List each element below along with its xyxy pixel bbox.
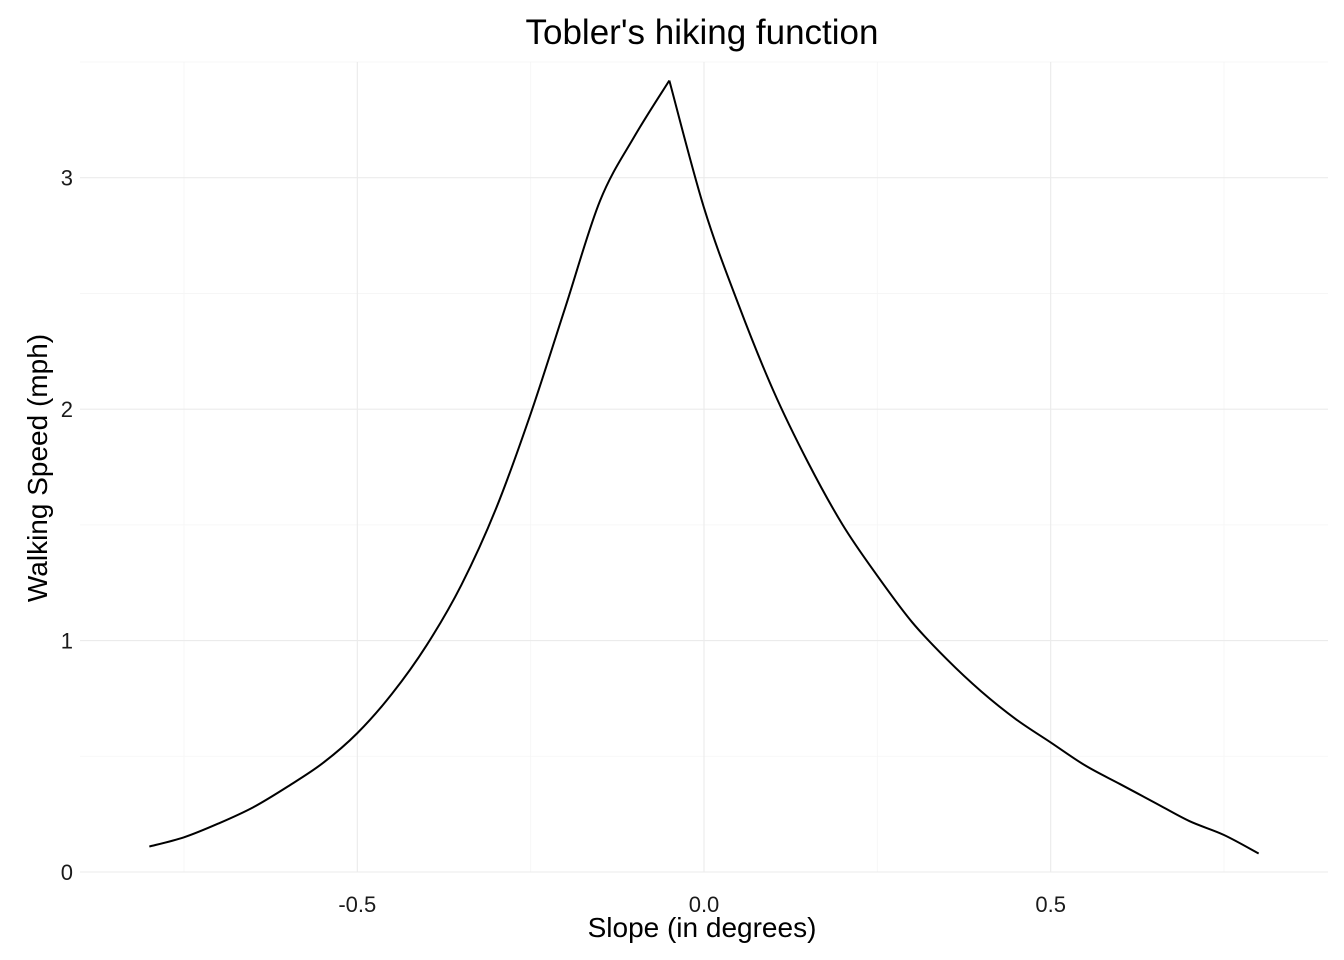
tick-labels: -0.5 0.0 0.5 0 1 2 3 — [61, 166, 1066, 917]
series-layer — [149, 79, 1260, 855]
y-tick-label: 3 — [61, 166, 73, 191]
x-tick-label: 0.5 — [1035, 892, 1066, 917]
y-axis-title: Walking Speed (mph) — [22, 334, 53, 602]
series-line-falling — [668, 80, 1260, 855]
x-tick-label: -0.5 — [338, 892, 376, 917]
x-tick-label: 0.0 — [689, 892, 720, 917]
series-line-rising — [149, 79, 671, 848]
y-tick-label: 2 — [61, 397, 73, 422]
grid — [80, 61, 1328, 873]
x-axis-title: Slope (in degrees) — [588, 912, 817, 943]
y-tick-label: 0 — [61, 860, 73, 885]
y-tick-label: 1 — [61, 629, 73, 654]
chart-title: Tobler's hiking function — [526, 13, 879, 52]
